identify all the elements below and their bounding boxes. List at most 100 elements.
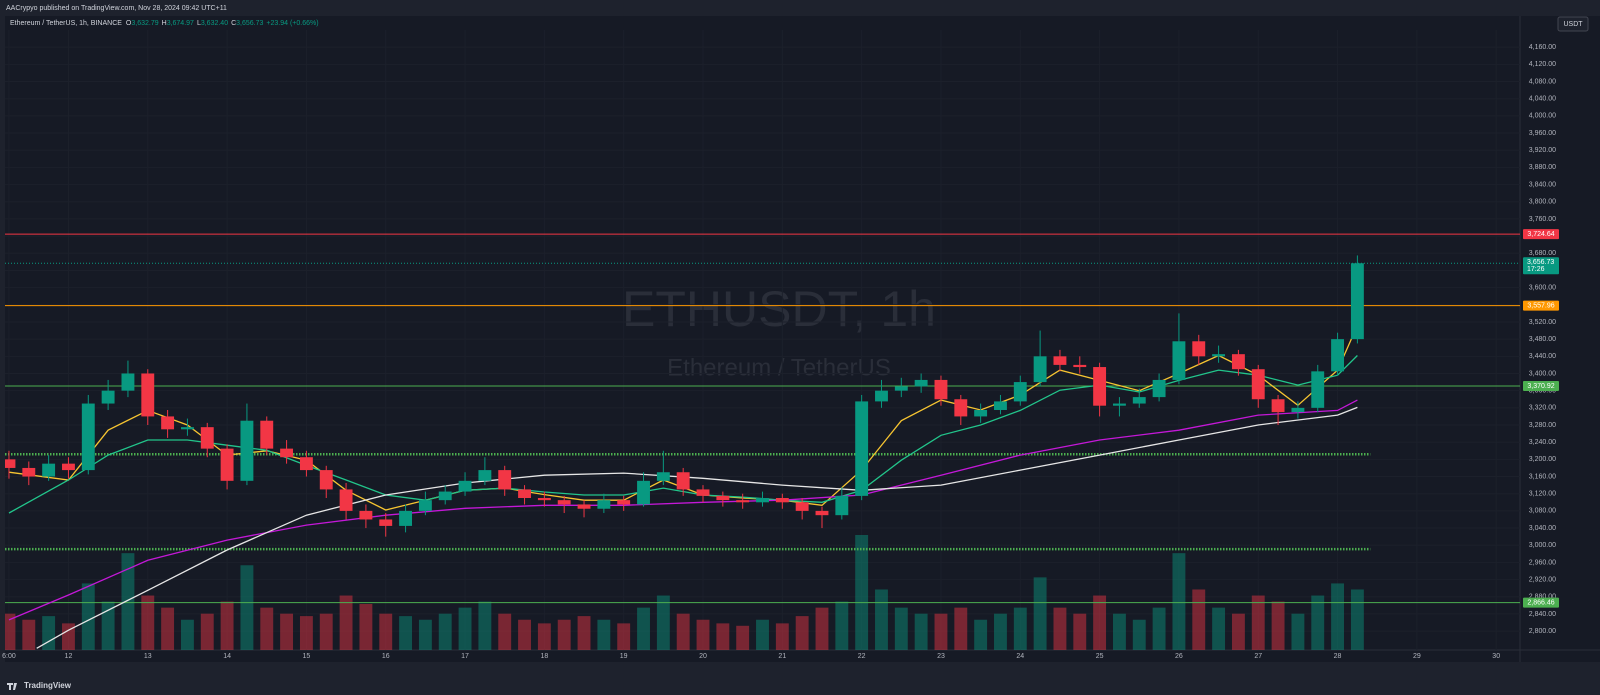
y-tick-label: 3,480.00: [1529, 336, 1556, 343]
candle-body: [260, 420, 274, 449]
volume-bar: [1231, 613, 1245, 650]
candle-body: [994, 401, 1007, 410]
candle-body: [1132, 397, 1146, 404]
candle-body: [934, 379, 948, 400]
candle-body: [1152, 379, 1166, 398]
volume-bar: [498, 613, 512, 650]
y-tick-label: 3,200.00: [1529, 456, 1556, 463]
x-tick-label: 21: [778, 653, 786, 660]
y-tick-label: 3,440.00: [1529, 353, 1556, 360]
candle-body: [299, 457, 313, 471]
candle-body: [537, 498, 551, 501]
ohlc-value: 3,656.73: [236, 20, 263, 27]
x-tick-label: 18: [540, 653, 548, 660]
candle-body: [1112, 403, 1126, 406]
volume-bar: [835, 601, 849, 650]
symbol: Ethereum / TetherUS, 1h, BINANCE: [10, 20, 122, 27]
candle-body: [597, 500, 611, 509]
x-tick-label: 23: [937, 653, 945, 660]
volume-bar: [22, 619, 36, 650]
x-tick-label: 22: [858, 653, 866, 660]
volume-bar: [418, 619, 432, 650]
volume-bar: [815, 607, 829, 650]
volume-bar: [1152, 607, 1166, 650]
volume-bar: [894, 607, 908, 650]
x-tick-label: 6:00: [2, 653, 16, 660]
ohlc-value: 3,674.97: [167, 20, 194, 27]
y-tick-label: 2,960.00: [1529, 559, 1556, 566]
candle-body: [1172, 341, 1186, 380]
volume-bar: [1053, 607, 1067, 650]
y-tick-label: 3,000.00: [1529, 542, 1556, 549]
volume-bar: [141, 595, 155, 650]
ohlc-key: H: [162, 20, 167, 27]
volume-bar: [101, 601, 115, 650]
y-tick-label: 3,360.00: [1529, 388, 1556, 395]
candle-body: [161, 416, 175, 430]
level-label: 3,724.64: [1527, 231, 1554, 238]
volume-bar: [458, 607, 472, 650]
y-tick-label: 3,520.00: [1529, 319, 1556, 326]
candle-body: [736, 500, 750, 503]
y-tick-label: 4,120.00: [1529, 61, 1556, 68]
candle-body: [656, 472, 670, 481]
candle-body: [954, 399, 968, 417]
volume-bar: [280, 613, 294, 650]
watermark-sub: Ethereum / TetherUS: [667, 354, 891, 381]
candle-body: [974, 409, 988, 417]
candle-body: [240, 420, 254, 481]
volume-bar: [557, 619, 571, 650]
volume-bar: [518, 619, 531, 650]
volume-bar: [240, 565, 254, 650]
y-tick-label: 3,600.00: [1529, 284, 1556, 291]
volume-bar: [855, 535, 869, 650]
last-price-label: 3,656.73: [1527, 259, 1554, 266]
volume-bar: [1112, 613, 1126, 650]
y-tick-label: 2,840.00: [1529, 611, 1556, 618]
volume-bar: [934, 613, 948, 650]
candle-body: [180, 427, 194, 430]
currency: USDT: [1563, 21, 1583, 28]
volume-bar: [676, 613, 690, 650]
candle-body: [1350, 263, 1364, 340]
volume-bar: [1132, 619, 1146, 650]
countdown: 17:26: [1527, 266, 1545, 273]
brand: TradingView: [24, 681, 72, 690]
volume-bar: [1033, 577, 1047, 650]
y-tick-label: 3,960.00: [1529, 130, 1556, 137]
volume-bar: [716, 623, 730, 650]
volume-bar: [696, 619, 710, 650]
candle-body: [815, 510, 829, 516]
x-tick-label: 14: [223, 653, 231, 660]
volume-bar: [220, 601, 234, 650]
candle-body: [359, 510, 373, 520]
volume-bar: [1331, 583, 1345, 650]
candle-body: [22, 467, 36, 477]
ohlc-key: O: [126, 20, 132, 27]
y-tick-label: 3,040.00: [1529, 525, 1556, 532]
publisher: AACrypyo published on TradingView.com, N…: [6, 5, 227, 12]
candle-body: [1033, 356, 1047, 383]
volume-bar: [42, 616, 56, 650]
brand-logo: [7, 683, 17, 690]
volume-bar: [438, 613, 452, 650]
volume-bar: [974, 619, 988, 650]
volume-bar: [180, 619, 194, 650]
last-price-box: [1523, 257, 1559, 275]
volume-bar: [161, 607, 175, 650]
volume-bar: [299, 616, 313, 650]
candle-body: [775, 498, 789, 503]
y-tick-label: 4,000.00: [1529, 113, 1556, 120]
candle-body: [914, 379, 928, 387]
candle-body: [141, 373, 155, 417]
candle-body: [1291, 407, 1305, 413]
candle-body: [1053, 356, 1067, 365]
y-tick-label: 2,800.00: [1529, 628, 1556, 635]
y-tick-label: 3,240.00: [1529, 439, 1556, 446]
y-tick-label: 3,920.00: [1529, 147, 1556, 154]
volume-bar: [1172, 553, 1186, 650]
volume-bar: [1212, 607, 1226, 650]
candle-body: [418, 500, 432, 511]
candle-body: [557, 500, 571, 505]
